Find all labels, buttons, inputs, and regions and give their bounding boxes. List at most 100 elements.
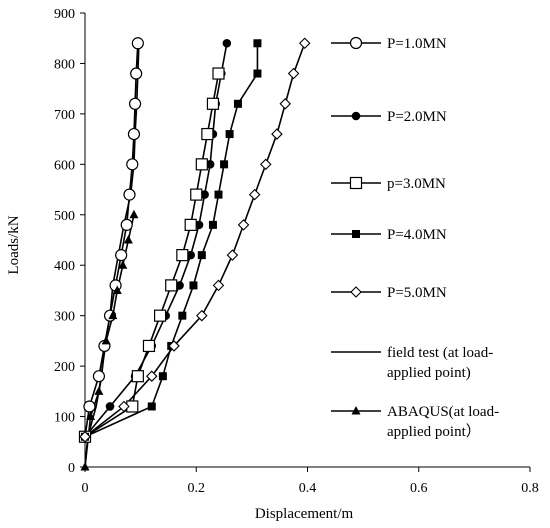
data-point [94, 386, 104, 395]
data-point [190, 188, 203, 201]
legend: P=1.0MN P=2.0MN p=3.0MN P=4.0MN P=5.0MN field… [331, 36, 499, 440]
y-tick-label: 100 [54, 411, 75, 426]
data-point [233, 99, 242, 108]
series-markers-3 [78, 67, 225, 443]
data-point [189, 281, 198, 290]
data-point [195, 158, 208, 171]
y-tick-label: 0 [68, 461, 75, 476]
series-4 [84, 43, 259, 438]
data-point [178, 311, 187, 320]
series-line [84, 43, 259, 438]
data-point [349, 176, 363, 190]
data-point [112, 285, 122, 294]
legend-item: P=2.0MN [331, 109, 447, 125]
y-tick-label: 600 [54, 158, 75, 173]
series-layer [78, 37, 311, 471]
data-point [350, 286, 362, 298]
x-axis-label: Displacement/m [255, 506, 354, 522]
series-markers-5 [79, 37, 311, 443]
y-tick-label: 900 [54, 7, 75, 22]
legend-label-line: applied point） [387, 423, 481, 440]
y-axis-label: Loads/kN [6, 215, 22, 274]
x-tick-label: 0.2 [188, 481, 206, 496]
legend-label: ABAQUS(at load-applied point） [387, 404, 499, 440]
data-point [201, 127, 214, 141]
data-point [222, 38, 232, 48]
data-point [83, 400, 96, 413]
x-tick-label: 0.8 [521, 481, 539, 496]
data-point [153, 309, 167, 322]
legend-label: field test (at load-applied point) [387, 345, 493, 381]
data-point [212, 67, 225, 80]
legend-label-line: field test (at load- [387, 345, 493, 361]
data-point [147, 402, 156, 411]
y-tick-label: 400 [54, 259, 75, 274]
data-point [260, 158, 272, 171]
legend-label: p=3.0MN [387, 176, 446, 192]
data-point [92, 370, 106, 383]
data-point [108, 310, 118, 320]
data-point [120, 218, 133, 231]
data-point [127, 127, 141, 141]
data-point [298, 37, 311, 50]
data-point [351, 111, 361, 121]
data-point [208, 220, 217, 229]
y-tick-label: 300 [54, 310, 75, 325]
legend-label: P=1.0MN [387, 36, 447, 52]
data-point [131, 370, 144, 383]
y-tick-label: 800 [54, 57, 75, 72]
legend-item: P=1.0MN [331, 36, 447, 52]
data-point [206, 97, 220, 110]
data-point [287, 67, 300, 80]
data-point [226, 249, 239, 261]
data-point [101, 335, 111, 345]
series-markers-7 [80, 209, 139, 471]
y-tick-label: 700 [54, 108, 75, 123]
data-point [225, 130, 234, 139]
data-point [352, 230, 360, 238]
legend-item: p=3.0MN [331, 176, 446, 192]
y-tick-label: 500 [54, 209, 75, 224]
data-point [145, 370, 158, 382]
data-point [115, 249, 128, 262]
data-point [168, 340, 180, 352]
data-point [126, 158, 139, 171]
data-point [349, 36, 363, 50]
data-point [105, 402, 115, 411]
data-point [248, 188, 261, 201]
data-point [253, 69, 262, 78]
legend-item: field test (at load-applied point) [331, 345, 493, 381]
data-point [80, 462, 90, 471]
legend-item: P=4.0MN [331, 227, 447, 243]
series-line [84, 42, 306, 438]
data-point [131, 37, 144, 50]
data-point [220, 160, 229, 169]
data-point [279, 98, 292, 110]
data-point [158, 372, 167, 381]
data-point [176, 249, 189, 262]
legend-item: P=5.0MN [331, 285, 447, 301]
legend-label: P=2.0MN [387, 109, 447, 125]
data-point [118, 260, 128, 269]
x-tick-label: 0.4 [299, 481, 317, 496]
data-point [79, 430, 91, 443]
data-point [128, 97, 142, 110]
legend-label-line: applied point) [387, 365, 471, 381]
x-tick-label: 0.6 [410, 481, 428, 496]
data-point [212, 279, 225, 292]
data-point [271, 128, 283, 140]
legend-label: P=4.0MN [387, 227, 447, 243]
x-axis-ticks: 0 0.2 0.4 0.6 0.8 [82, 467, 539, 496]
data-point [214, 190, 223, 199]
data-point [142, 339, 156, 353]
plot-frame [84, 13, 530, 468]
data-point [165, 279, 178, 292]
series-markers-4 [81, 39, 262, 441]
data-point [123, 188, 136, 201]
data-point [196, 309, 208, 322]
data-point [197, 251, 206, 260]
data-point [129, 209, 139, 219]
data-point [237, 219, 250, 231]
legend-label-line: ABAQUS(at load- [387, 404, 499, 420]
